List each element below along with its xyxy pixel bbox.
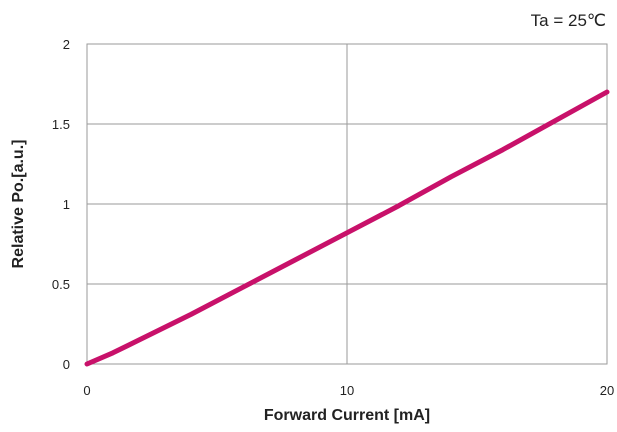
grid-lines bbox=[87, 44, 607, 364]
temperature-annotation: Ta = 25℃ bbox=[531, 11, 606, 30]
series-layer bbox=[84, 89, 610, 367]
y-tick-label: 0 bbox=[63, 357, 70, 372]
x-tick-label: 20 bbox=[600, 383, 614, 398]
y-axis-title: Relative Po.[a.u.] bbox=[10, 140, 27, 269]
y-tick-label: 2 bbox=[63, 37, 70, 52]
series-line bbox=[84, 89, 610, 367]
y-tick-label: 1 bbox=[63, 197, 70, 212]
x-tick-label: 0 bbox=[83, 383, 90, 398]
y-tick-label: 0.5 bbox=[52, 277, 70, 292]
y-tick-label: 1.5 bbox=[52, 117, 70, 132]
x-tick-label: 10 bbox=[340, 383, 354, 398]
tick-labels: 00.511.520 10 20 bbox=[52, 37, 614, 398]
x-axis-title: Forward Current [mA] bbox=[264, 407, 430, 424]
